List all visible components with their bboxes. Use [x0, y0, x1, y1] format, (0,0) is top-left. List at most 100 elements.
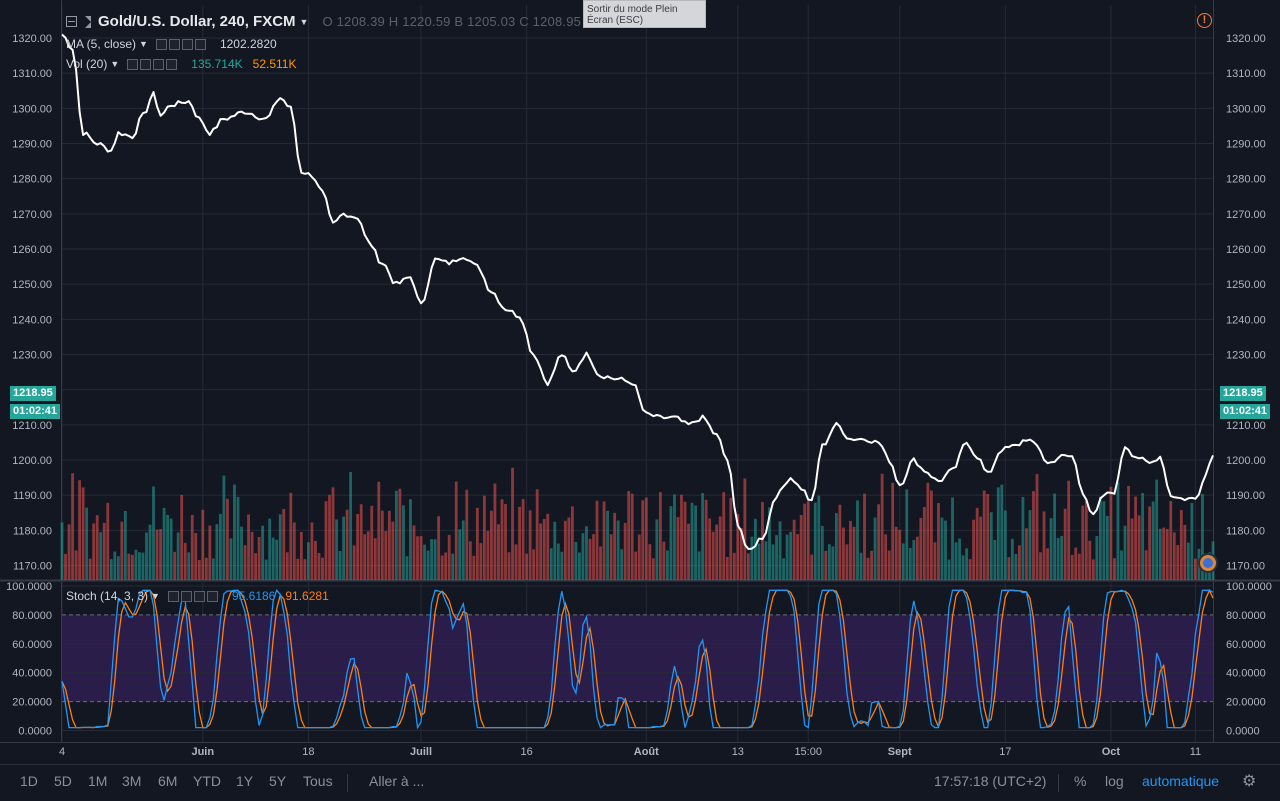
vol-more-icon[interactable] — [153, 58, 165, 70]
volume-bar — [88, 558, 92, 580]
broker-logo-icon[interactable] — [1198, 553, 1218, 573]
volume-bar — [123, 510, 127, 580]
vol-caret-icon[interactable]: ▼ — [110, 59, 120, 69]
stoch-visibility-icon[interactable] — [167, 590, 179, 602]
volume-bar — [768, 507, 771, 580]
vol-label[interactable]: Vol (20) — [66, 57, 108, 71]
y-tick-label-right: 1200.00 — [1226, 455, 1266, 467]
volume-bar — [1141, 493, 1145, 580]
volume-bar — [648, 544, 652, 580]
volume-bar — [1155, 479, 1159, 580]
stoch-label[interactable]: Stoch (14, 3, 3) — [66, 589, 149, 603]
fullscreen-tooltip: Sortir du mode Plein Écran (ESC) — [583, 0, 706, 28]
volume-bar — [226, 498, 229, 580]
range-ytd[interactable]: YTD — [193, 773, 221, 789]
volume-bar — [285, 552, 289, 580]
volume-bar — [979, 516, 983, 580]
volume-bar — [838, 504, 842, 580]
stoch-settings-icon[interactable] — [180, 590, 192, 602]
settings-gear-icon[interactable]: ⚙ — [1242, 773, 1257, 790]
collapse-icon[interactable] — [66, 16, 77, 27]
vol-legend[interactable]: Vol (20) ▼ 135.714K 52.511K — [66, 57, 297, 71]
volume-bar — [764, 541, 768, 580]
stoch-more-icon[interactable] — [193, 590, 205, 602]
volume-bar — [863, 493, 866, 580]
volume-bar — [905, 489, 909, 580]
volume-bar — [310, 522, 314, 580]
vol-close-icon[interactable] — [166, 58, 178, 70]
volume-bar — [493, 483, 497, 580]
volume-bar — [1144, 550, 1148, 580]
volume-bar — [585, 526, 588, 580]
range-1d[interactable]: 1D — [20, 773, 38, 789]
volume-bar — [1074, 547, 1078, 580]
volume-bar — [634, 551, 638, 580]
x-tick-label: 4 — [59, 746, 65, 758]
volume-bar — [1158, 528, 1162, 580]
symbol-title[interactable]: Gold/U.S. Dollar, 240, FXCM — [98, 13, 296, 30]
symbol-caret-icon[interactable]: ▼ — [299, 16, 309, 27]
volume-bar — [1109, 486, 1113, 580]
percent-toggle[interactable]: % — [1074, 773, 1087, 789]
stoch-k-value: 95.6186 — [231, 589, 276, 603]
symbol-header: Gold/U.S. Dollar, 240, FXCM ▼ O 1208.39 … — [66, 13, 581, 30]
ma-caret-icon[interactable]: ▼ — [139, 39, 148, 49]
range-3m[interactable]: 3M — [122, 773, 142, 789]
volume-bar — [130, 554, 134, 580]
warning-icon[interactable]: ! — [1197, 13, 1212, 28]
volume-bar — [99, 532, 103, 580]
stoch-tick-label-right: 60.0000 — [1226, 639, 1266, 651]
log-toggle[interactable]: log — [1105, 773, 1124, 789]
volume-bar — [739, 527, 743, 580]
volume-bar — [919, 517, 923, 580]
goto-date-button[interactable]: Aller à ... — [369, 773, 425, 789]
range-1m[interactable]: 1M — [88, 773, 108, 789]
volume-bar — [771, 544, 775, 580]
range-5y[interactable]: 5Y — [269, 773, 287, 789]
volume-bar — [92, 523, 96, 580]
auto-scale-toggle[interactable]: automatique — [1142, 773, 1220, 789]
range-1y[interactable]: 1Y — [236, 773, 254, 789]
volume-bar — [465, 489, 469, 580]
ma-visibility-icon[interactable] — [155, 38, 167, 50]
volume-bar — [546, 513, 550, 580]
stoch-caret-icon[interactable]: ▼ — [151, 591, 160, 601]
volume-bar — [366, 531, 370, 580]
ma-close-icon[interactable] — [194, 38, 206, 50]
volume-bar — [996, 487, 1000, 580]
clock-timezone[interactable]: 17:57:18 (UTC+2) — [934, 773, 1047, 789]
volume-bar — [1102, 501, 1106, 580]
volume-bar — [1098, 496, 1102, 580]
stoch-tick-label-left: 60.0000 — [12, 639, 52, 651]
volume-bar — [74, 550, 78, 580]
volume-bar — [461, 520, 465, 580]
range-6m[interactable]: 6M — [158, 773, 178, 789]
volume-bar — [676, 517, 680, 580]
volume-bar — [785, 534, 789, 580]
volume-bar — [986, 493, 990, 580]
ma-settings-icon[interactable] — [168, 38, 180, 50]
stoch-tick-label-left: 20.0000 — [12, 697, 52, 709]
ma-legend[interactable]: MA (5, close) ▼ 1202.2820 — [66, 37, 277, 51]
volume-bar — [106, 502, 110, 580]
vol-settings-icon[interactable] — [140, 58, 152, 70]
vol-visibility-icon[interactable] — [127, 58, 139, 70]
range-5d[interactable]: 5D — [54, 773, 72, 789]
ma-label[interactable]: MA (5, close) — [66, 37, 137, 51]
volume-bar — [1194, 558, 1197, 580]
stoch-legend[interactable]: Stoch (14, 3, 3) ▼ 95.6186 91.6281 — [66, 589, 329, 603]
stoch-close-icon[interactable] — [206, 590, 218, 602]
volume-bar — [236, 496, 240, 580]
volume-bar — [1120, 550, 1123, 580]
volume-bar — [324, 501, 328, 580]
volume-bar — [831, 546, 835, 580]
x-tick-label: Août — [634, 746, 659, 758]
volume-bar — [937, 503, 940, 580]
chart-canvas[interactable]: 1170.00 1170.00 1180.00 1180.00 1190.00 1190.… — [0, 0, 1280, 764]
range-all[interactable]: Tous — [303, 773, 333, 789]
volume-bar — [958, 538, 961, 580]
volume-bar — [141, 552, 145, 580]
ma-more-icon[interactable] — [181, 38, 193, 50]
volume-bar — [292, 522, 296, 580]
volume-bar — [687, 523, 690, 580]
